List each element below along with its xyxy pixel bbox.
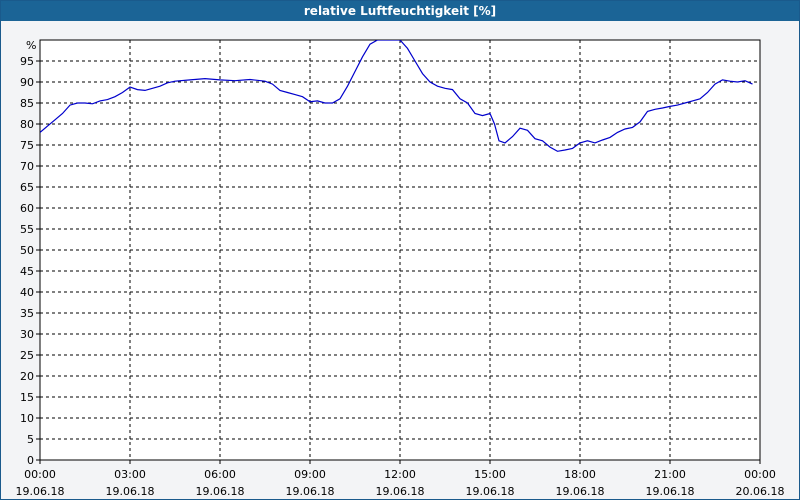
chart-title: relative Luftfeuchtigkeit [%]: [1, 1, 799, 21]
y-tick-label: 20: [20, 370, 34, 383]
y-tick-label: 85: [20, 97, 34, 110]
y-tick-label: 0: [27, 454, 34, 467]
x-tick-time-label: 18:00: [564, 468, 596, 481]
x-tick-date-label: 20.06.18: [736, 485, 785, 498]
y-tick-label: 95: [20, 55, 34, 68]
x-tick-date-label: 19.06.18: [16, 485, 65, 498]
y-tick-label: 45: [20, 265, 34, 278]
y-tick-label: 35: [20, 307, 34, 320]
humidity-series-line: [40, 40, 753, 152]
y-tick-label: 80: [20, 118, 34, 131]
x-tick-time-label: 09:00: [294, 468, 326, 481]
x-axis-ticks: 00:00 19.06.18 03:00 19.06.18 06:00 19.06.18 0…: [16, 460, 785, 498]
y-tick-label: 60: [20, 202, 34, 215]
grid-lines: [40, 40, 760, 460]
x-tick-time-label: 00:00: [744, 468, 776, 481]
x-tick-time-label: 00:00: [24, 468, 56, 481]
x-tick-date-label: 19.06.18: [376, 485, 425, 498]
x-tick-date-label: 19.06.18: [286, 485, 335, 498]
y-axis-ticks: 0 5 10 15 20 25 30 35 40 45 50 55 60 65 70 75 80 85 90 95: [20, 55, 40, 467]
y-tick-label: 75: [20, 139, 34, 152]
x-tick-date-label: 19.06.18: [106, 485, 155, 498]
y-tick-label: 25: [20, 349, 34, 362]
y-tick-label: 70: [20, 160, 34, 173]
y-tick-label: 40: [20, 286, 34, 299]
y-axis-unit-label: %: [26, 39, 36, 52]
y-tick-label: 15: [20, 391, 34, 404]
x-tick-date-label: 19.06.18: [196, 485, 245, 498]
x-tick-time-label: 06:00: [204, 468, 236, 481]
y-tick-label: 90: [20, 76, 34, 89]
y-tick-label: 10: [20, 412, 34, 425]
y-tick-label: 5: [27, 433, 34, 446]
x-tick-time-label: 21:00: [654, 468, 686, 481]
x-tick-time-label: 12:00: [384, 468, 416, 481]
series-group: [40, 40, 753, 152]
y-tick-label: 55: [20, 223, 34, 236]
x-tick-time-label: 15:00: [474, 468, 506, 481]
x-tick-date-label: 19.06.18: [556, 485, 605, 498]
x-tick-date-label: 19.06.18: [646, 485, 695, 498]
x-tick-time-label: 03:00: [114, 468, 146, 481]
y-tick-label: 50: [20, 244, 34, 257]
y-tick-label: 30: [20, 328, 34, 341]
x-tick-date-label: 19.06.18: [466, 485, 515, 498]
y-tick-label: 65: [20, 181, 34, 194]
